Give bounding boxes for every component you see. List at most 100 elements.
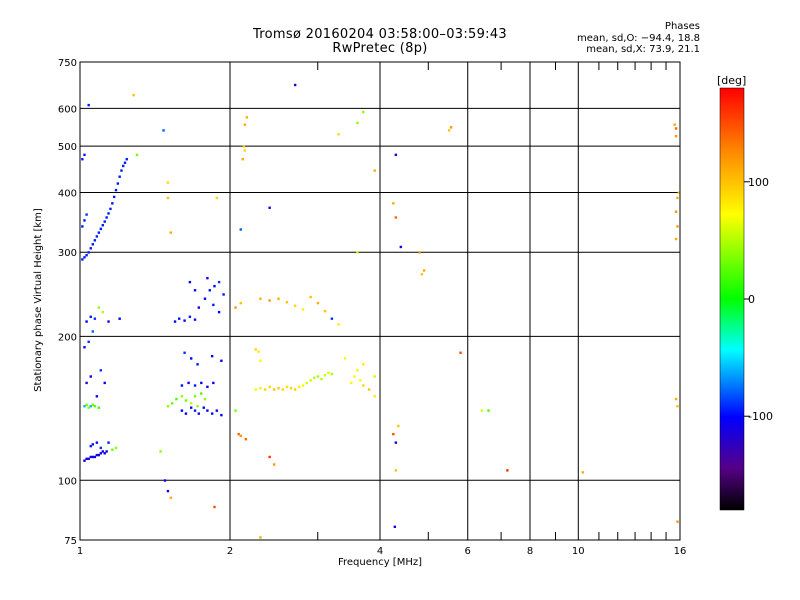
data-point: [188, 280, 192, 284]
data-point: [676, 225, 679, 228]
data-point: [116, 182, 120, 185]
data-point: [263, 388, 267, 391]
data-point: [480, 409, 484, 412]
data-point: [210, 354, 214, 358]
data-point: [362, 384, 365, 387]
data-point: [89, 405, 92, 408]
data-point: [239, 434, 242, 438]
data-point: [210, 412, 214, 415]
data-point: [109, 207, 112, 211]
data-point: [91, 243, 95, 246]
data-point: [316, 301, 320, 305]
data-point: [188, 315, 192, 319]
data-point: [193, 395, 197, 398]
data-point: [93, 239, 97, 242]
data-point: [394, 216, 398, 219]
data-point: [277, 386, 280, 390]
data-point: [674, 127, 678, 130]
data-point: [91, 455, 95, 459]
data-point: [272, 388, 276, 391]
data-point: [101, 224, 104, 227]
y-tick-label: 200: [58, 332, 77, 343]
data-point: [135, 153, 139, 157]
data-point: [162, 129, 165, 132]
data-point: [187, 381, 190, 385]
data-point: [184, 399, 188, 402]
data-point: [277, 297, 280, 300]
data-point: [183, 319, 186, 322]
data-point: [91, 330, 95, 333]
data-point: [184, 412, 188, 415]
data-point: [203, 397, 207, 401]
data-point: [257, 350, 260, 353]
data-point: [177, 317, 181, 320]
data-point: [373, 395, 376, 398]
data-point: [95, 395, 99, 398]
data-point: [215, 409, 219, 412]
data-point: [213, 505, 216, 509]
data-point: [239, 301, 242, 305]
data-point: [206, 409, 209, 412]
data-point: [373, 169, 376, 172]
x-tick-label: 2: [227, 546, 233, 557]
data-point: [367, 388, 371, 391]
data-point: [87, 103, 90, 107]
data-point: [85, 254, 88, 257]
stats-x-line: mean, sd,X: 73.9, 21.1: [586, 44, 700, 55]
data-point: [120, 169, 123, 172]
data-point: [506, 469, 509, 472]
data-point: [166, 489, 170, 493]
data-point: [208, 289, 211, 292]
data-point: [83, 219, 86, 222]
y-tick-label: 600: [58, 104, 77, 115]
data-point: [196, 363, 199, 366]
data-point: [359, 379, 362, 382]
data-point: [83, 346, 86, 349]
stats-heading: Phases: [664, 21, 700, 32]
data-point: [289, 386, 293, 390]
x-tick-label: 1: [77, 546, 83, 557]
colorbar-tick-label: 0: [748, 293, 755, 306]
data-point: [97, 453, 101, 457]
data-point: [173, 320, 177, 323]
data-point: [101, 310, 104, 314]
data-point: [393, 525, 397, 529]
data-point: [93, 317, 97, 320]
data-point: [243, 149, 247, 152]
y-tick-label: 300: [58, 248, 77, 259]
data-point: [320, 377, 323, 381]
data-point: [243, 123, 247, 126]
chart-subtitle: RwPretec (8p): [332, 41, 428, 56]
data-point: [87, 340, 90, 344]
x-tick-label: 4: [377, 546, 383, 557]
data-point: [337, 133, 340, 136]
data-point: [212, 381, 215, 385]
data-point: [215, 196, 219, 200]
data-point: [254, 348, 257, 351]
data-point: [268, 299, 271, 302]
data-point: [114, 188, 118, 192]
data-point: [237, 432, 240, 436]
data-point: [281, 388, 284, 391]
data-point: [200, 381, 203, 385]
data-point: [180, 395, 184, 398]
data-point: [353, 375, 356, 378]
data-point: [193, 409, 197, 412]
data-point: [343, 357, 347, 360]
data-point: [397, 424, 400, 428]
data-point: [356, 369, 359, 372]
plot-frame: [79, 61, 681, 541]
data-point: [81, 258, 84, 261]
data-point: [674, 135, 678, 138]
data-point: [301, 384, 305, 387]
data-point: [297, 385, 301, 389]
x-tick-label: 8: [527, 546, 533, 557]
data-point: [268, 206, 271, 209]
data-point: [356, 251, 359, 254]
data-point: [268, 385, 271, 389]
data-point: [676, 520, 679, 523]
data-point: [213, 284, 216, 288]
data-point: [373, 375, 376, 378]
data-point: [91, 443, 95, 446]
data-point: [293, 304, 297, 307]
